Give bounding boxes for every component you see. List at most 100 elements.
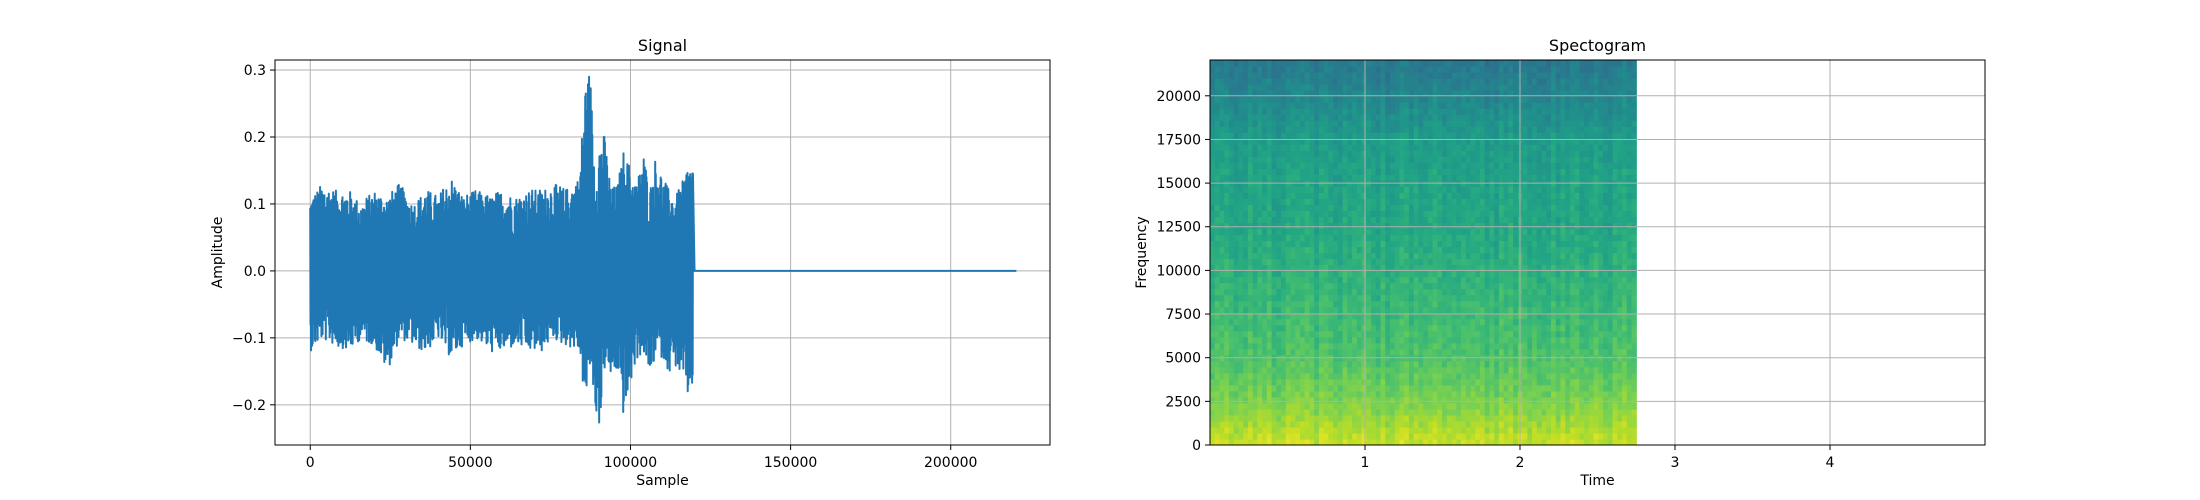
spectrogram-cell bbox=[1508, 84, 1514, 91]
spectrogram-cell bbox=[1328, 360, 1334, 368]
spectrogram-cell bbox=[1484, 192, 1491, 199]
spectrogram-cell bbox=[1437, 84, 1443, 91]
spectrogram-cell bbox=[1546, 222, 1552, 230]
spectrogram-cell bbox=[1498, 378, 1505, 386]
spectrogram-cell bbox=[1456, 414, 1462, 422]
spectrogram-cell bbox=[1423, 114, 1429, 121]
spectrogram-cell bbox=[1295, 186, 1301, 193]
spectrogram-cell bbox=[1238, 306, 1244, 314]
spectrogram-cell bbox=[1318, 246, 1325, 254]
spectrogram-cell bbox=[1489, 264, 1495, 272]
spectrogram-cell bbox=[1290, 192, 1296, 199]
spectrogram-cell bbox=[1337, 246, 1344, 254]
spectrogram-cell bbox=[1228, 330, 1235, 338]
spectrogram-cell bbox=[1432, 438, 1438, 445]
spectrogram-cell bbox=[1375, 324, 1382, 332]
spectrogram-cell bbox=[1342, 300, 1348, 308]
spectrogram-cell bbox=[1546, 264, 1552, 272]
spectrogram-cell bbox=[1318, 108, 1325, 115]
spectrogram-cell bbox=[1309, 228, 1315, 236]
spectrogram-cell bbox=[1569, 318, 1576, 326]
spectrogram-cell bbox=[1437, 282, 1443, 290]
spectrogram-cell bbox=[1498, 348, 1505, 356]
spectrogram-cell bbox=[1560, 426, 1566, 434]
spectrogram-cell bbox=[1337, 96, 1344, 103]
spectrogram-cell bbox=[1233, 198, 1240, 205]
spectrogram-cell bbox=[1517, 114, 1524, 121]
spectrogram-cell bbox=[1494, 414, 1500, 422]
spectrogram-cell bbox=[1247, 144, 1254, 151]
spectrogram-cell bbox=[1546, 114, 1552, 121]
spectrogram-cell bbox=[1475, 294, 1481, 302]
spectrogram-cell bbox=[1555, 102, 1562, 109]
spectrogram-cell bbox=[1551, 168, 1557, 175]
spectrogram-cell bbox=[1314, 288, 1320, 296]
spectrogram-cell bbox=[1276, 210, 1282, 218]
spectrogram-cell bbox=[1361, 264, 1367, 272]
spectrogram-cell bbox=[1574, 390, 1581, 398]
spectrogram-cell bbox=[1442, 342, 1448, 350]
spectrogram-cell bbox=[1228, 216, 1235, 224]
spectrogram-cell bbox=[1210, 384, 1216, 392]
spectrogram-cell bbox=[1408, 378, 1415, 386]
spectrogram-cell bbox=[1276, 234, 1282, 242]
spectrogram-cell bbox=[1281, 402, 1287, 410]
spectrogram-cell bbox=[1375, 222, 1382, 230]
spectrogram-cell bbox=[1551, 144, 1557, 151]
spectrogram-cell bbox=[1461, 372, 1467, 380]
spectrogram-cell bbox=[1508, 312, 1514, 320]
spectrogram-cell bbox=[1451, 222, 1457, 230]
spectrogram-cell bbox=[1380, 198, 1386, 205]
spectrogram-cell bbox=[1527, 234, 1533, 242]
spectrogram-cell bbox=[1546, 396, 1552, 404]
spectrogram-cell bbox=[1356, 438, 1363, 445]
spectrogram-cell bbox=[1304, 204, 1311, 211]
spectrogram-cell bbox=[1342, 276, 1348, 284]
spectrogram-cell bbox=[1318, 258, 1325, 266]
signal-x-tick-label: 150000 bbox=[764, 455, 817, 471]
spectrogram-cell bbox=[1238, 390, 1244, 398]
spectrogram-cell bbox=[1475, 318, 1481, 326]
spectrogram-cell bbox=[1432, 282, 1438, 290]
spectrogram-cell bbox=[1489, 138, 1495, 145]
spectrogram-cell bbox=[1318, 300, 1325, 308]
spectrogram-cell bbox=[1413, 114, 1419, 121]
spectrogram-cell bbox=[1285, 204, 1292, 211]
spectrogram-cell bbox=[1233, 180, 1240, 187]
spectrogram-cell bbox=[1366, 144, 1372, 151]
spectrogram-cell bbox=[1333, 234, 1339, 242]
spectrogram-cell bbox=[1257, 204, 1263, 211]
spectrogram-cell bbox=[1541, 96, 1547, 103]
spectrogram-cell bbox=[1423, 198, 1429, 205]
spectrogram-cell bbox=[1304, 402, 1311, 410]
spectrogram-cell bbox=[1299, 90, 1306, 97]
spectrogram-cell bbox=[1389, 216, 1396, 224]
spectrogram-cell bbox=[1233, 372, 1240, 380]
spectrogram-cell bbox=[1569, 198, 1576, 205]
spectrogram-cell bbox=[1385, 78, 1391, 85]
spectrogram-cell bbox=[1285, 222, 1292, 230]
spectrogram-cell bbox=[1257, 222, 1263, 230]
spectrogram-cell bbox=[1290, 330, 1296, 338]
spectrogram-cell bbox=[1446, 426, 1453, 434]
spectrogram-cell bbox=[1380, 84, 1386, 91]
spectrogram-cell bbox=[1257, 426, 1263, 434]
spectrogram-cell bbox=[1442, 348, 1448, 356]
spectrogram-cell bbox=[1470, 132, 1476, 139]
spectrogram-cell bbox=[1219, 162, 1225, 169]
spectrogram-cell bbox=[1399, 90, 1405, 97]
spectrogram-cell bbox=[1299, 330, 1306, 338]
spectrogram-cell bbox=[1532, 156, 1538, 163]
spectrogram-cell bbox=[1551, 396, 1557, 404]
spectrogram-cell bbox=[1210, 318, 1216, 326]
spectrogram-cell bbox=[1233, 132, 1240, 139]
spectrogram-cell bbox=[1451, 318, 1457, 326]
spectrogram-cell bbox=[1465, 438, 1472, 445]
spectrogram-cell bbox=[1541, 276, 1547, 284]
spectrogram-cell bbox=[1309, 204, 1315, 211]
spectrogram-cell bbox=[1314, 390, 1320, 398]
spectrogram-cell bbox=[1536, 294, 1543, 302]
spectrogram-cell bbox=[1494, 378, 1500, 386]
spectrogram-cell bbox=[1224, 186, 1230, 193]
spectrogram-cell bbox=[1551, 264, 1557, 272]
